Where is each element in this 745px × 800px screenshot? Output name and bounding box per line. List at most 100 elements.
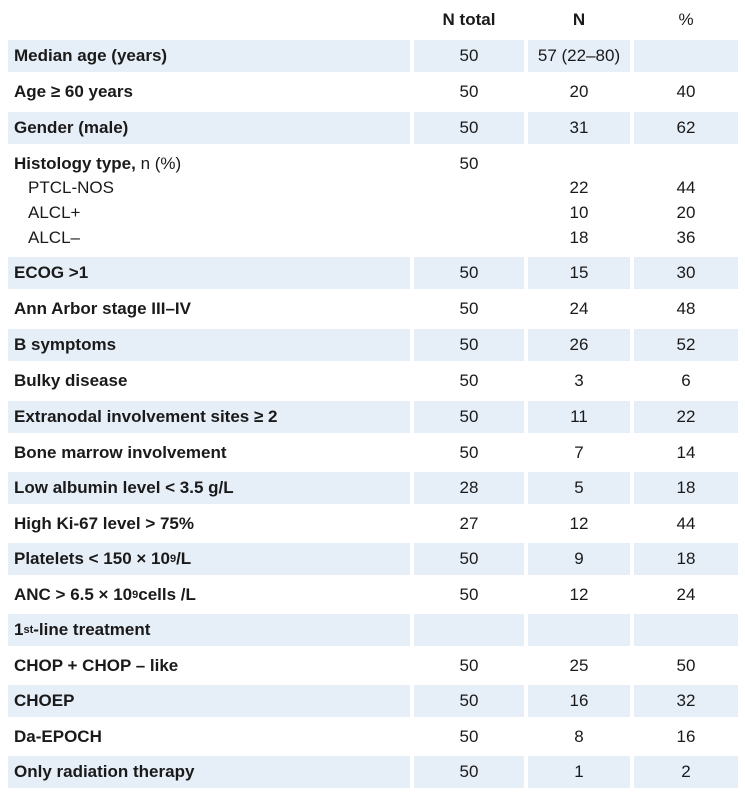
cell-percent: 16 bbox=[676, 727, 696, 746]
cell-percent: 20 bbox=[676, 203, 696, 222]
cell-n: 22 bbox=[569, 178, 589, 197]
cell-n: 15 bbox=[569, 263, 589, 282]
subtype-label: ALCL+ bbox=[28, 203, 81, 222]
row-label: Low albumin level < 3.5 g/L bbox=[14, 478, 234, 497]
cell-n-total: 50 bbox=[459, 585, 479, 604]
cell-n: 3 bbox=[574, 371, 584, 390]
cell-n-total: 50 bbox=[459, 443, 479, 462]
row-label: CHOP + CHOP – like bbox=[14, 656, 179, 675]
table-row: Age ≥ 60 years 50 20 40 bbox=[0, 74, 745, 110]
cell-percent bbox=[634, 614, 738, 646]
row-label: Median age (years) bbox=[14, 46, 168, 65]
cell-percent: 44 bbox=[676, 178, 696, 197]
table-row: Extranodal involvement sites ≥ 2 50 11 2… bbox=[0, 399, 745, 435]
cell-n-total: 50 bbox=[459, 656, 479, 675]
cell-n: 5 bbox=[574, 478, 584, 497]
cell-n: 25 bbox=[569, 656, 589, 675]
table-row: Bulky disease 50 3 6 bbox=[0, 363, 745, 399]
table-row: Median age (years) 50 57 (22–80) bbox=[0, 38, 745, 74]
row-label: Platelets < 150 × 10 9/L bbox=[14, 549, 192, 568]
row-label: Age ≥ 60 years bbox=[14, 82, 133, 101]
header-percent: % bbox=[678, 10, 694, 29]
cell-percent: 62 bbox=[676, 118, 696, 137]
cell-n-total: 50 bbox=[459, 154, 479, 173]
cell-n: 9 bbox=[574, 549, 584, 568]
row-label: High Ki-67 level > 75% bbox=[14, 514, 194, 533]
cell-percent: 18 bbox=[676, 478, 696, 497]
row-label: Gender (male) bbox=[14, 118, 129, 137]
cell-percent: 36 bbox=[676, 228, 696, 247]
cell-percent: 48 bbox=[676, 299, 696, 318]
table-row-histology: Histology type, n (%) PTCL-NOS ALCL+ ALC… bbox=[0, 146, 745, 254]
cell-n: 12 bbox=[569, 514, 589, 533]
cell-percent: 40 bbox=[676, 82, 696, 101]
row-label: Da-EPOCH bbox=[14, 727, 102, 746]
cell-percent: 22 bbox=[676, 407, 696, 426]
table-row: CHOP + CHOP – like 50 25 50 bbox=[0, 648, 745, 684]
table-row: CHOEP 50 16 32 bbox=[0, 683, 745, 719]
subtype-label: PTCL-NOS bbox=[28, 178, 114, 197]
row-label: CHOEP bbox=[14, 691, 75, 710]
cell-percent: 24 bbox=[676, 585, 696, 604]
table-row: Ann Arbor stage III–IV 50 24 48 bbox=[0, 291, 745, 327]
header-n: N bbox=[572, 10, 586, 29]
cell-n-total: 50 bbox=[459, 691, 479, 710]
cell-n: 11 bbox=[570, 407, 588, 426]
cell-n: 20 bbox=[569, 82, 589, 101]
cell-n: 18 bbox=[569, 228, 589, 247]
cell-percent: 52 bbox=[676, 335, 696, 354]
cell-percent: 14 bbox=[676, 443, 696, 462]
row-label: B symptoms bbox=[14, 335, 117, 354]
row-label: Bulky disease bbox=[14, 371, 128, 390]
cell-n-total: 50 bbox=[459, 299, 479, 318]
table-row: High Ki-67 level > 75% 27 12 44 bbox=[0, 506, 745, 542]
row-label: ANC > 6.5 × 10 9 cells /L bbox=[14, 585, 196, 604]
table-row: Only radiation therapy 50 1 2 bbox=[0, 754, 745, 790]
cell-percent: 44 bbox=[676, 514, 696, 533]
header-n-total: N total bbox=[442, 10, 496, 29]
cell-n-total: 50 bbox=[459, 762, 479, 781]
subtype-label: ALCL– bbox=[28, 228, 80, 247]
cell-n: 26 bbox=[569, 335, 589, 354]
cell-n-total: 50 bbox=[459, 727, 479, 746]
row-label-histology: Histology type, n (%) PTCL-NOS ALCL+ ALC… bbox=[14, 153, 181, 250]
table-row: Bone marrow involvement 50 7 14 bbox=[0, 435, 745, 471]
table-header: N total N % bbox=[0, 0, 745, 38]
cell-percent: 2 bbox=[681, 762, 691, 781]
cell-n-total bbox=[414, 614, 524, 646]
table-row: Da-EPOCH 50 8 16 bbox=[0, 719, 745, 755]
cell-percent: 32 bbox=[676, 691, 696, 710]
cell-n-total: 28 bbox=[459, 478, 479, 497]
table-row: B symptoms 50 26 52 bbox=[0, 327, 745, 363]
cell-percent bbox=[634, 40, 738, 72]
cell-n: 57 (22–80) bbox=[537, 46, 621, 65]
cell-n: 12 bbox=[569, 585, 589, 604]
cell-n bbox=[528, 614, 630, 646]
cell-percent: 18 bbox=[676, 549, 696, 568]
cell-n-total: 50 bbox=[459, 407, 479, 426]
cell-n: 24 bbox=[569, 299, 589, 318]
table-row: Gender (male) 50 31 62 bbox=[0, 110, 745, 146]
cell-n: 10 bbox=[569, 203, 589, 222]
row-label: Ann Arbor stage III–IV bbox=[14, 299, 191, 318]
cell-n-total: 50 bbox=[459, 82, 479, 101]
table-row: ECOG >1 50 15 30 bbox=[0, 255, 745, 291]
cell-percent: 6 bbox=[681, 371, 691, 390]
row-label: ECOG >1 bbox=[14, 263, 89, 282]
row-label: Bone marrow involvement bbox=[14, 443, 227, 462]
row-label: Only radiation therapy bbox=[14, 762, 195, 781]
table-row: Low albumin level < 3.5 g/L 28 5 18 bbox=[0, 470, 745, 506]
table-row: ANC > 6.5 × 10 9 cells /L 50 12 24 bbox=[0, 577, 745, 613]
cell-n-total: 27 bbox=[459, 514, 479, 533]
cell-n-total: 50 bbox=[459, 46, 479, 65]
row-label: Extranodal involvement sites ≥ 2 bbox=[14, 407, 278, 426]
cell-n-total: 50 bbox=[459, 263, 479, 282]
cell-percent: 50 bbox=[676, 656, 696, 675]
cell-n-total: 50 bbox=[459, 371, 479, 390]
cell-n-total: 50 bbox=[459, 118, 479, 137]
cell-n-total: 50 bbox=[459, 335, 479, 354]
cell-n: 1 bbox=[574, 762, 584, 781]
